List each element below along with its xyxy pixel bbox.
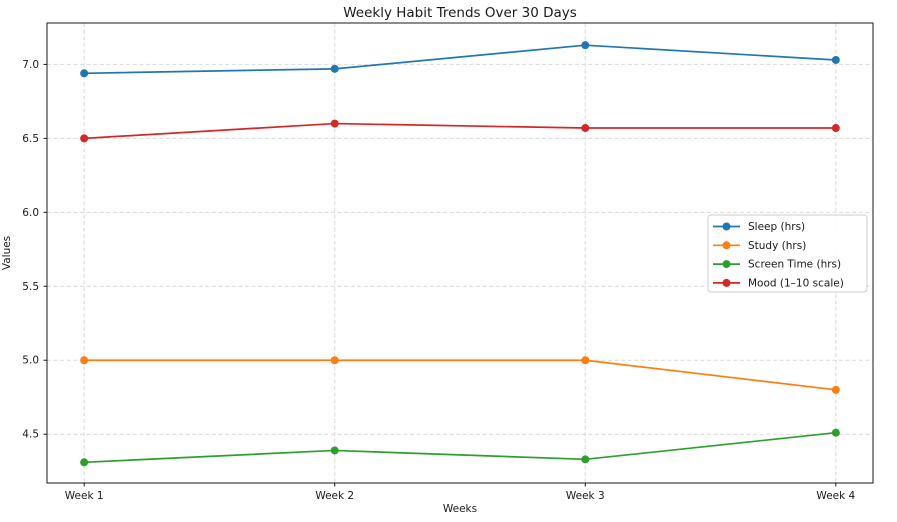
legend-item: Screen Time (hrs) [713,259,841,271]
data-point-marker [80,356,89,365]
data-point-marker [330,356,339,365]
axis-ticks: 4.5 5.0 5.5 6.0 6.5 7.0 Week 1 Week 2 Week 3 Week… [22,59,855,502]
x-tick-label: Week 2 [315,490,354,502]
data-point-marker [831,124,840,133]
legend-item: Sleep (hrs) [713,221,805,233]
data-point-marker [581,41,590,50]
data-point-marker [831,385,840,394]
data-point-marker [581,356,590,365]
data-point-marker [80,134,89,143]
y-tick-label: 5.0 [22,355,39,367]
data-point-marker [581,124,590,133]
y-tick-label: 4.5 [22,429,39,441]
series-path [83,44,837,75]
series-mood-1-10-scale [80,119,840,143]
data-point-marker [330,64,339,73]
legend-label: Mood (1–10 scale) [748,277,844,289]
data-point-marker [330,446,339,455]
x-tick-label: Week 3 [566,490,605,502]
data-point-marker [80,69,89,78]
data-point-marker [80,458,89,467]
series-study-hrs [80,356,840,394]
data-point-marker [831,55,840,64]
series-path [83,122,837,140]
legend-marker-dot [722,278,731,287]
legend: Sleep (hrs) Study (hrs) Screen Time (hrs) M… [707,214,868,293]
y-tick-label: 6.5 [22,133,39,145]
data-point-marker [330,119,339,128]
legend-item: Mood (1–10 scale) [713,277,844,289]
legend-marker-dot [722,241,731,250]
x-axis-label: Weeks [442,503,478,515]
data-point-marker [831,428,840,437]
series-sleep-hrs [80,41,840,78]
data-point-marker [581,455,590,464]
series-path [83,431,837,464]
legend-box [707,214,868,293]
x-tick-label: Week 1 [65,490,104,502]
legend-label: Screen Time (hrs) [748,259,841,271]
series-path [83,359,837,391]
series-screen-time-hrs [80,428,840,467]
y-tick-label: 7.0 [22,59,39,71]
x-tick-label: Week 4 [816,490,855,502]
y-tick-label: 5.5 [22,281,39,293]
plot-border [46,22,874,484]
legend-item: Study (hrs) [713,240,806,252]
legend-marker-dot [722,260,731,269]
chart-title: Weekly Habit Trends Over 30 Days [343,5,577,21]
legend-label: Sleep (hrs) [748,221,805,233]
legend-marker-dot [722,222,731,231]
y-tick-label: 6.0 [22,207,39,219]
legend-label: Study (hrs) [748,240,806,252]
